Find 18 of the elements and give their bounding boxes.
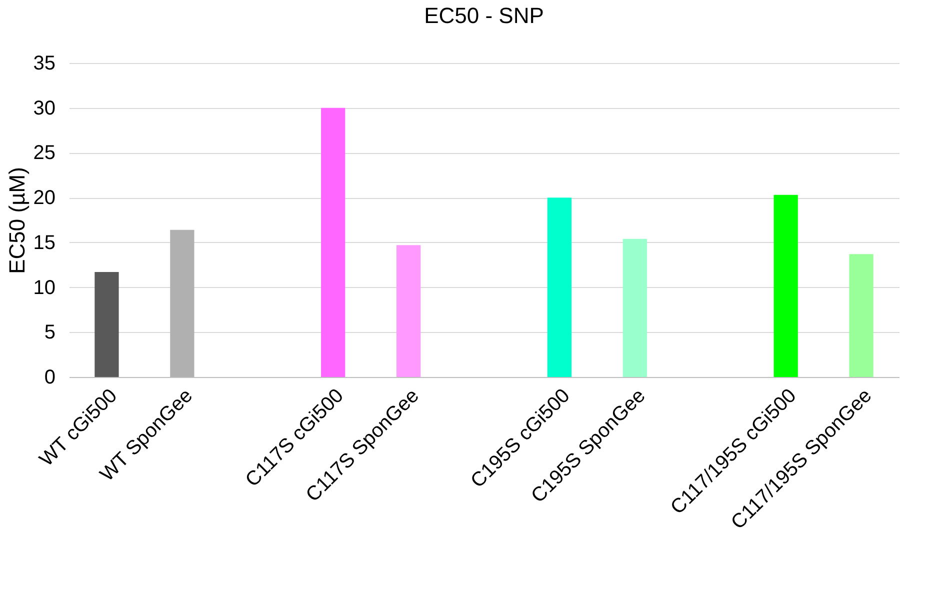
y-tick-label: 30 bbox=[33, 97, 56, 120]
y-axis-title: EC50 (µM) bbox=[4, 167, 30, 274]
y-tick-label: 10 bbox=[33, 276, 56, 299]
y-tick-label: 25 bbox=[33, 142, 56, 164]
bar bbox=[321, 108, 346, 377]
bar bbox=[849, 254, 874, 377]
bar bbox=[396, 245, 421, 377]
bar bbox=[774, 194, 798, 377]
bar bbox=[547, 198, 572, 377]
y-tick-label: 5 bbox=[44, 322, 56, 344]
y-tick-label: 35 bbox=[33, 52, 56, 74]
bar bbox=[622, 238, 647, 377]
chart-title: EC50 - SNP bbox=[424, 3, 544, 28]
bar bbox=[170, 230, 194, 377]
y-tick-label: 0 bbox=[44, 366, 56, 388]
y-tick-label: 15 bbox=[33, 232, 56, 254]
bar bbox=[94, 272, 119, 377]
y-tick-label: 20 bbox=[33, 187, 56, 210]
